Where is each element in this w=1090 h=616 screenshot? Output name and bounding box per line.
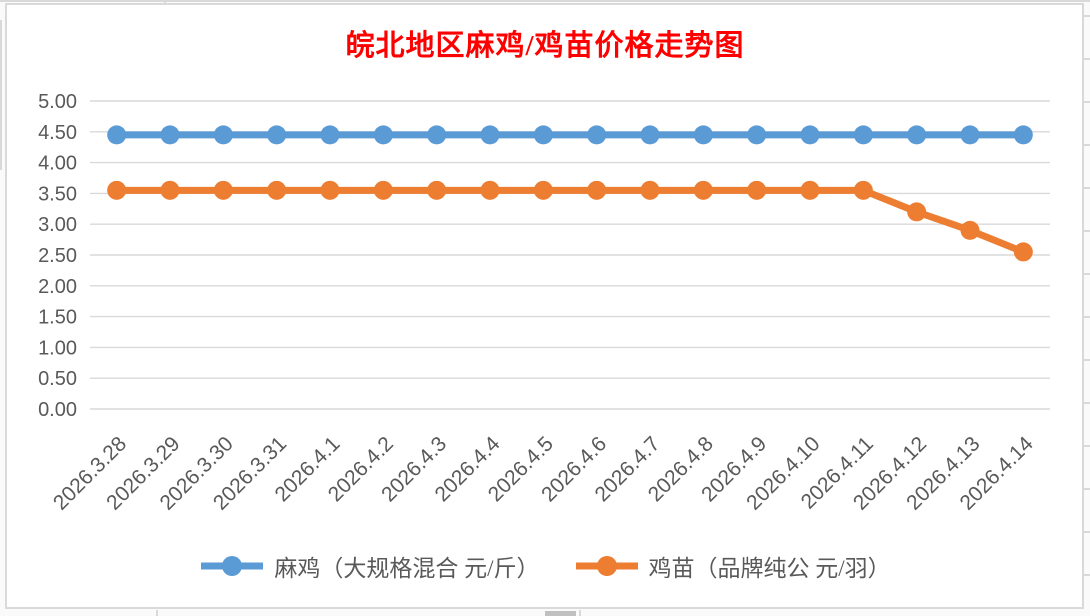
sheet-gridline-stub: [156, 610, 158, 616]
data-point: [747, 180, 767, 200]
sheet-gridline-stub: [1084, 402, 1090, 404]
sheet-gridline-stub: [164, 0, 166, 3]
y-axis-tick-label: 5.00: [38, 91, 77, 113]
sheet-gridline-stub: [1084, 187, 1090, 189]
data-point: [800, 180, 820, 200]
data-point: [320, 180, 340, 200]
data-point: [533, 125, 553, 145]
y-axis-tick-label: 0.00: [38, 399, 77, 421]
data-point: [480, 180, 500, 200]
data-point: [480, 125, 500, 145]
legend-label: 麻鸡（大规格混合 元/斤）: [274, 556, 540, 581]
data-point: [907, 202, 927, 222]
sheet-gridline-stub: [1084, 273, 1090, 275]
y-axis-tick-label: 3.50: [38, 183, 77, 205]
data-point: [693, 125, 713, 145]
data-point: [747, 125, 767, 145]
y-axis-tick-label: 0.50: [38, 368, 77, 390]
y-axis-tick-label: 1.50: [38, 307, 77, 329]
sheet-gridline-stub: [579, 610, 581, 616]
data-point: [587, 125, 607, 145]
line-marker-icon: [201, 556, 264, 576]
y-axis-tick-label: 1.00: [38, 337, 77, 359]
chart-title: 皖北地区麻鸡/鸡苗价格走势图: [345, 30, 745, 62]
sheet-gridline-stub: [1084, 15, 1090, 17]
data-point: [640, 180, 660, 200]
data-point: [160, 180, 180, 200]
data-point: [267, 180, 287, 200]
data-point: [960, 220, 980, 240]
data-point: [213, 180, 233, 200]
data-point: [320, 125, 340, 145]
sheet-gridline-stub: [1084, 445, 1090, 447]
data-point: [853, 180, 873, 200]
data-point: [853, 125, 873, 145]
chart-frame[interactable]: [5, 3, 1084, 609]
line-marker-icon: [575, 556, 638, 576]
data-point: [907, 125, 927, 145]
sheet-gridline-stub: [1084, 58, 1090, 60]
sheet-gridline-stub: [0, 0, 1090, 2]
legend: 麻鸡（大规格混合 元/斤） 鸡苗（品牌纯公 元/羽）: [0, 549, 1090, 583]
data-point: [427, 180, 447, 200]
y-axis-tick-label: 2.50: [38, 245, 77, 267]
sheet-gridline-stub: [1084, 488, 1090, 490]
sheet-gridline-stub: [1084, 359, 1090, 361]
legend-label: 鸡苗（品牌纯公 元/羽）: [648, 556, 891, 581]
data-point: [267, 125, 287, 145]
data-point: [107, 125, 127, 145]
sheet-gridline-stub: [1084, 574, 1090, 576]
data-point: [640, 125, 660, 145]
data-point: [693, 180, 713, 200]
y-axis-tick-label: 2.00: [38, 276, 77, 298]
data-point: [213, 125, 233, 145]
y-axis-tick-label: 4.50: [38, 122, 77, 144]
data-point: [107, 180, 127, 200]
sheet-gridline-stub: [1084, 531, 1090, 533]
legend-item-series-0[interactable]: 麻鸡（大规格混合 元/斤）: [199, 549, 540, 583]
data-point: [1013, 242, 1033, 262]
data-point: [373, 125, 393, 145]
series-line-1: [113, 186, 1027, 256]
data-point: [587, 180, 607, 200]
data-point: [800, 125, 820, 145]
sheet-cell-shadow: [545, 611, 576, 616]
data-point: [533, 180, 553, 200]
sheet-gridline-stub: [1084, 101, 1090, 103]
data-point: [427, 125, 447, 145]
data-point: [160, 125, 180, 145]
sheet-gridline-stub: [1084, 230, 1090, 232]
sheet-gridline-stub: [1084, 144, 1090, 146]
data-point: [1013, 125, 1033, 145]
sheet-gridline-stub: [1084, 316, 1090, 318]
sheet-gridline-stub: [0, 20, 2, 170]
y-axis-tick-label: 4.00: [38, 153, 77, 175]
legend-item-series-1[interactable]: 鸡苗（品牌纯公 元/羽）: [574, 549, 891, 583]
y-axis-tick-label: 3.00: [38, 214, 77, 236]
data-point: [960, 125, 980, 145]
data-point: [373, 180, 393, 200]
